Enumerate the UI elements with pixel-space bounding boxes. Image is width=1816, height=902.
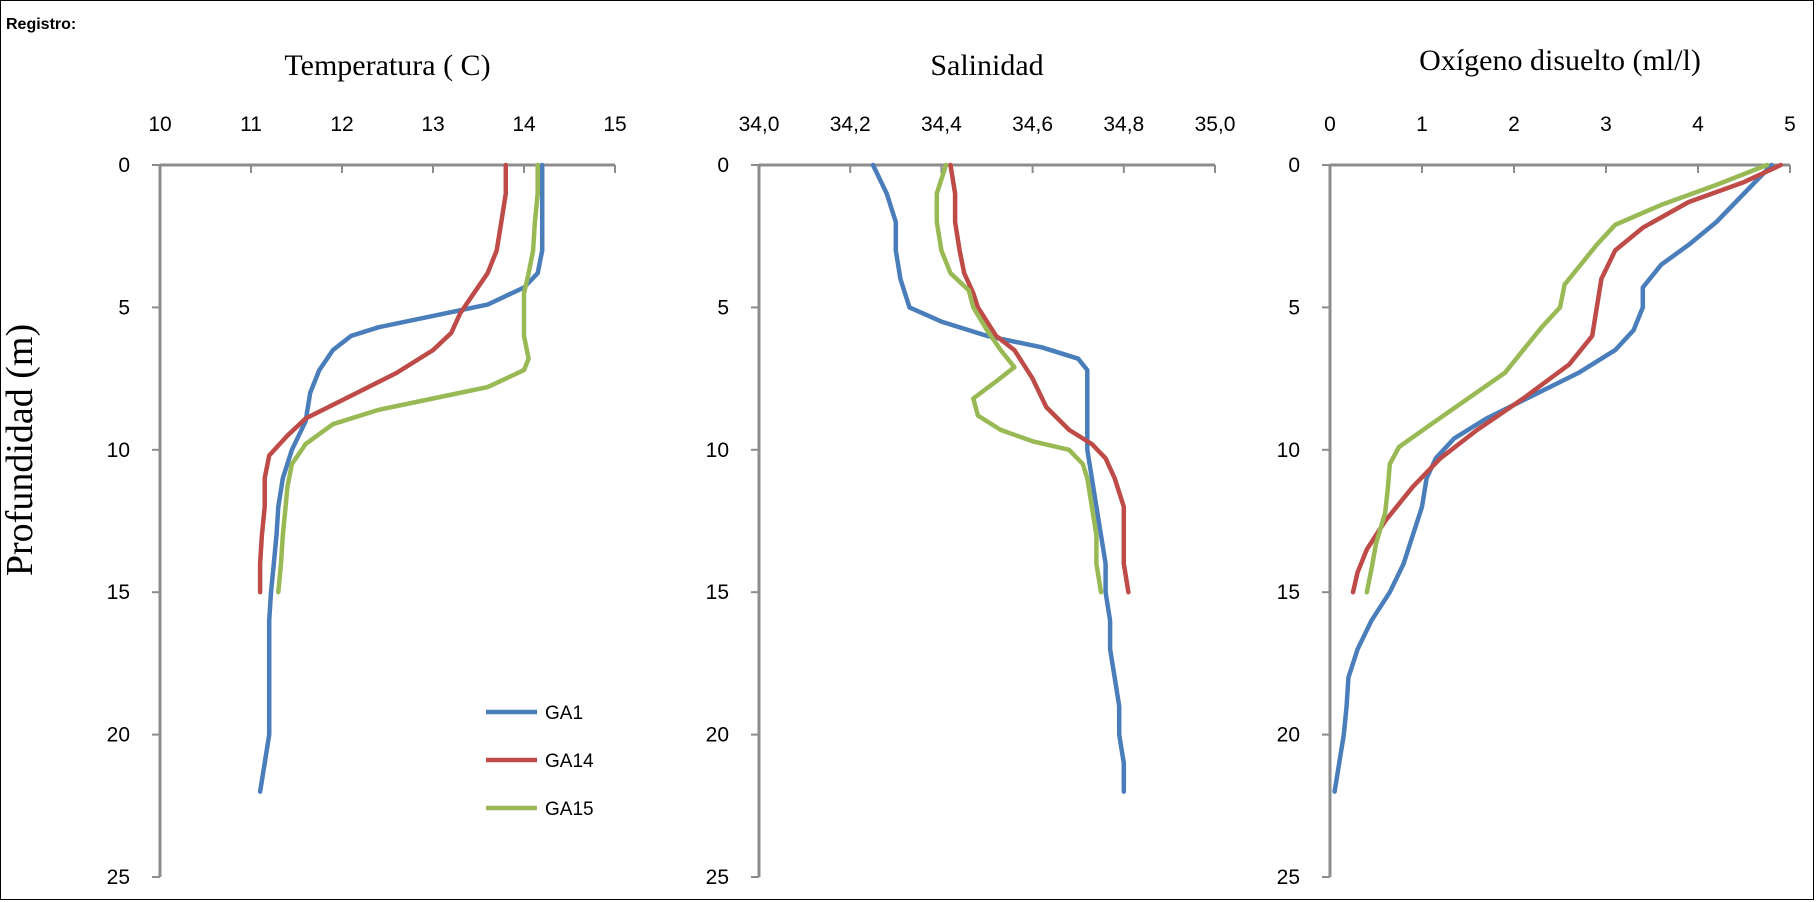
y-tick-label: 20 <box>1277 724 1300 747</box>
y-tick-label: 20 <box>107 724 130 747</box>
x-tick-label: 2 <box>1508 113 1520 136</box>
y-tick-label: 15 <box>706 581 729 604</box>
series-line-ga15 <box>934 162 1104 595</box>
y-tick-label: 15 <box>107 581 130 604</box>
y-tick-label: 5 <box>717 296 729 319</box>
series-line-ga15 <box>1364 162 1770 595</box>
x-tick-label: 15 <box>603 113 626 136</box>
legend-label-ga14: GA14 <box>545 751 594 772</box>
y-tick-label: 10 <box>706 439 729 462</box>
chart-title: Oxígeno disuelto (ml/l) <box>1419 44 1701 77</box>
x-tick-label: 4 <box>1692 113 1704 136</box>
x-tick-label: 0 <box>1324 113 1336 136</box>
x-tick-label: 34,0 <box>739 113 780 136</box>
x-tick-label: 11 <box>240 113 262 136</box>
y-tick-label: 0 <box>717 154 729 177</box>
y-tick-label: 10 <box>1277 439 1300 462</box>
legend-label-ga15: GA15 <box>545 799 594 820</box>
series-line-ga14 <box>948 162 1131 595</box>
y-tick-label: 5 <box>1288 296 1300 319</box>
y-tick-label: 0 <box>118 154 130 177</box>
legend: GA1 GA14 GA15 <box>486 703 594 820</box>
y-tick-label: 25 <box>706 866 729 889</box>
panel-0: Temperatura ( C) 10 11 12 13 14 15 0 5 10 15 20 25 <box>107 49 627 889</box>
x-tick-label: 34,4 <box>921 113 962 136</box>
series-line-ga14 <box>257 162 509 595</box>
x-tick-label: 34,6 <box>1012 113 1053 136</box>
legend-label-ga1: GA1 <box>545 703 583 724</box>
x-tick-label: 1 <box>1416 113 1428 136</box>
x-tick-label: 35,0 <box>1195 113 1236 136</box>
x-tick-label: 14 <box>512 113 536 136</box>
y-tick-label: 20 <box>706 724 729 747</box>
series-line-ga1 <box>870 162 1127 794</box>
chart-title: Salinidad <box>930 49 1043 82</box>
panel-2: Oxígeno disuelto (ml/l) 0 1 2 3 4 5 0 5 10 15 20 25 <box>1277 44 1796 889</box>
series-line-ga1 <box>257 162 545 794</box>
registro-label: Registro: <box>6 16 77 33</box>
x-tick-label: 13 <box>421 113 444 136</box>
y-tick-label: 0 <box>1288 154 1300 177</box>
y-tick-label: 25 <box>107 866 130 889</box>
x-tick-label: 10 <box>148 113 171 136</box>
x-tick-label: 12 <box>330 113 353 136</box>
y-tick-label: 25 <box>1277 866 1300 889</box>
y-tick-label: 10 <box>107 439 130 462</box>
panel-1: Salinidad 34,0 34,2 34,4 34,6 34,8 35,0 0 5 10 15 2… <box>706 49 1236 889</box>
x-tick-label: 5 <box>1784 113 1796 136</box>
x-tick-label: 3 <box>1600 113 1612 136</box>
y-tick-label: 5 <box>118 296 130 319</box>
x-tick-label: 34,2 <box>830 113 871 136</box>
x-tick-label: 34,8 <box>1103 113 1144 136</box>
y-tick-label: 15 <box>1277 581 1300 604</box>
chart-title: Temperatura ( C) <box>284 49 490 82</box>
series-line-ga1 <box>1332 162 1774 794</box>
series-line-ga15 <box>276 162 540 595</box>
